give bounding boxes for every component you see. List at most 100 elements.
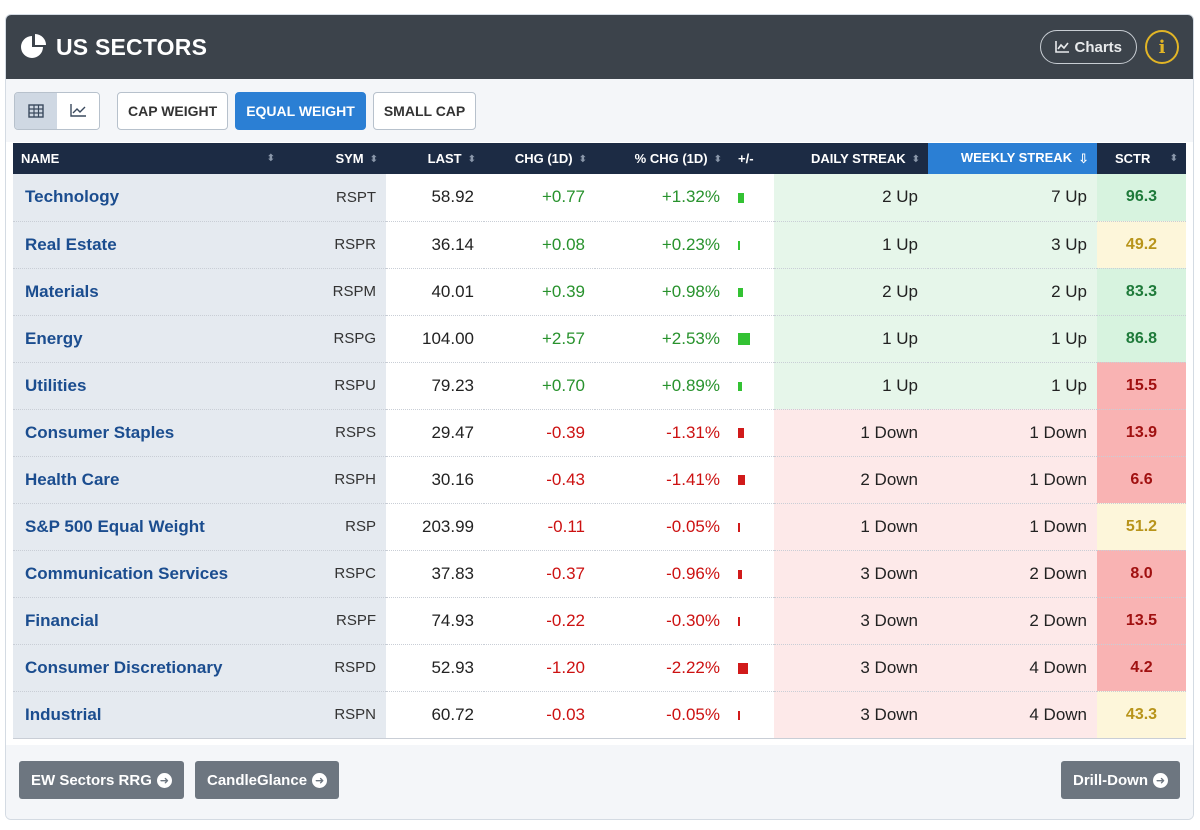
table-row[interactable]: Health Care RSPH 30.16 -0.43 -1.41% 2 Down 1 D… [13,456,1186,504]
sort-icon: ⬍ [911,154,920,166]
col-header-chg[interactable]: CHG (1D) ⬍ [484,143,595,174]
sector-name-link[interactable]: Industrial [13,691,283,739]
sector-name-link[interactable]: Technology [13,174,283,222]
daily-streak: 2 Down [774,456,928,504]
sector-name-link[interactable]: Communication Services [13,550,283,598]
sctr-score: 51.2 [1097,503,1186,551]
table-row[interactable]: Consumer Staples RSPS 29.47 -0.39 -1.31% 1 Do… [13,409,1186,457]
change-1d: +0.70 [484,362,595,410]
info-icon: i [1158,36,1166,58]
daily-streak: 3 Down [774,597,928,645]
widget-footer: EW Sectors RRG ➜ CandleGlance ➜ Drill-Down… [6,745,1193,819]
candleglance-label: CandleGlance [207,771,308,789]
change-1d: +0.77 [484,174,595,222]
sort-icon: ⬍ [467,154,476,166]
sctr-score: 13.5 [1097,597,1186,645]
pct-change-1d: -1.31% [595,409,730,457]
daily-streak: 3 Down [774,550,928,598]
drill-down-label: Drill-Down [1073,771,1148,789]
change-bar [738,428,744,439]
sctr-score: 96.3 [1097,174,1186,222]
daily-streak: 2 Up [774,174,928,222]
weekly-streak: 3 Up [928,221,1097,269]
symbol: RSPC [283,550,386,598]
symbol: RSPR [283,221,386,269]
table-row[interactable]: S&P 500 Equal Weight RSP 203.99 -0.11 -0.05%… [13,503,1186,551]
sector-name-link[interactable]: Materials [13,268,283,316]
pct-change-1d: +0.89% [595,362,730,410]
pct-change-1d: +1.32% [595,174,730,222]
pct-change-1d: +2.53% [595,315,730,363]
sector-name-link[interactable]: Utilities [13,362,283,410]
table-row[interactable]: Communication Services RSPC 37.83 -0.37 -0.9… [13,550,1186,598]
col-header-pct-chg[interactable]: % CHG (1D) ⬍ [595,143,730,174]
line-chart-icon [1055,41,1070,53]
change-bar-cell [730,644,774,692]
sector-name-link[interactable]: Energy [13,315,283,363]
last-price: 203.99 [386,503,484,551]
col-header-sym[interactable]: SYM ⬍ [283,143,386,174]
col-header-daily-streak[interactable]: DAILY STREAK ⬍ [774,143,928,174]
equal-weight-button[interactable]: EQUAL WEIGHT [235,91,366,130]
change-bar-cell [730,221,774,269]
col-header-weekly-streak[interactable]: WEEKLY STREAK ⇩ [928,143,1097,174]
sort-icon: ⬍ [266,153,275,164]
weekly-streak: 7 Up [928,174,1097,222]
table-row[interactable]: Materials RSPM 40.01 +0.39 +0.98% 2 Up 2 Up 83.… [13,268,1186,316]
col-header-sctr[interactable]: SCTR ⬍ [1097,143,1186,174]
change-bar-cell [730,174,774,222]
sctr-score: 15.5 [1097,362,1186,410]
sort-icon: ⬍ [1169,153,1178,164]
ew-sectors-rrg-button[interactable]: EW Sectors RRG ➜ [19,761,184,799]
change-1d: -0.03 [484,691,595,739]
table-row[interactable]: Energy RSPG 104.00 +2.57 +2.53% 1 Up 1 Up 86.8 [13,315,1186,363]
sector-name-link[interactable]: Financial [13,597,283,645]
table-row[interactable]: Real Estate RSPR 36.14 +0.08 +0.23% 1 Up 3 Up 4… [13,221,1186,269]
change-bar-cell [730,503,774,551]
last-price: 52.93 [386,644,484,692]
symbol: RSPD [283,644,386,692]
table-row[interactable]: Financial RSPF 74.93 -0.22 -0.30% 3 Down 2 Dow… [13,597,1186,645]
sctr-score: 13.9 [1097,409,1186,457]
sector-name-link[interactable]: Consumer Staples [13,409,283,457]
pct-change-1d: -0.05% [595,691,730,739]
last-price: 74.93 [386,597,484,645]
daily-streak: 1 Up [774,221,928,269]
last-price: 37.83 [386,550,484,598]
weekly-streak: 2 Down [928,597,1097,645]
pie-chart-icon [21,34,46,58]
col-header-name[interactable]: NAME ⬍ [13,143,283,174]
col-header-plus-minus: +/- [730,143,774,174]
sector-name-link[interactable]: Real Estate [13,221,283,269]
change-1d: +0.08 [484,221,595,269]
toolbar: CAP WEIGHT EQUAL WEIGHT SMALL CAP [6,79,1193,142]
daily-streak: 3 Down [774,691,928,739]
chart-view-button[interactable] [57,92,99,129]
change-bar [738,616,740,626]
table-view-button[interactable] [15,92,57,129]
drill-down-button[interactable]: Drill-Down ➜ [1061,761,1180,799]
daily-streak: 1 Up [774,315,928,363]
table-row[interactable]: Technology RSPT 58.92 +0.77 +1.32% 2 Up 7 Up 96… [13,174,1186,222]
table-row[interactable]: Utilities RSPU 79.23 +0.70 +0.89% 1 Up 1 Up 15.… [13,362,1186,410]
table-body: Technology RSPT 58.92 +0.77 +1.32% 2 Up 7 Up 96… [13,174,1186,739]
table-row[interactable]: Industrial RSPN 60.72 -0.03 -0.05% 3 Down 4 Do… [13,691,1186,739]
change-bar [738,569,742,579]
sector-name-link[interactable]: Consumer Discretionary [13,644,283,692]
cap-weight-button[interactable]: CAP WEIGHT [117,91,229,130]
candleglance-button[interactable]: CandleGlance ➜ [195,761,340,799]
charts-button[interactable]: Charts [1040,30,1137,64]
table-row[interactable]: Consumer Discretionary RSPD 52.93 -1.20 -2.2… [13,644,1186,692]
sctr-score: 8.0 [1097,550,1186,598]
small-cap-button[interactable]: SMALL CAP [372,91,477,130]
col-header-last[interactable]: LAST ⬍ [386,143,484,174]
sector-name-link[interactable]: S&P 500 Equal Weight [13,503,283,551]
change-bar-cell [730,456,774,504]
sector-name-link[interactable]: Health Care [13,456,283,504]
change-bar-cell [730,315,774,363]
info-button[interactable]: i [1145,30,1179,64]
sectors-table: NAME ⬍ SYM ⬍ LAST ⬍ CHG (1D) ⬍ % CHG (1D) ⬍ +… [13,143,1186,739]
daily-streak: 1 Down [774,503,928,551]
daily-streak: 1 Up [774,362,928,410]
sctr-score: 86.8 [1097,315,1186,363]
